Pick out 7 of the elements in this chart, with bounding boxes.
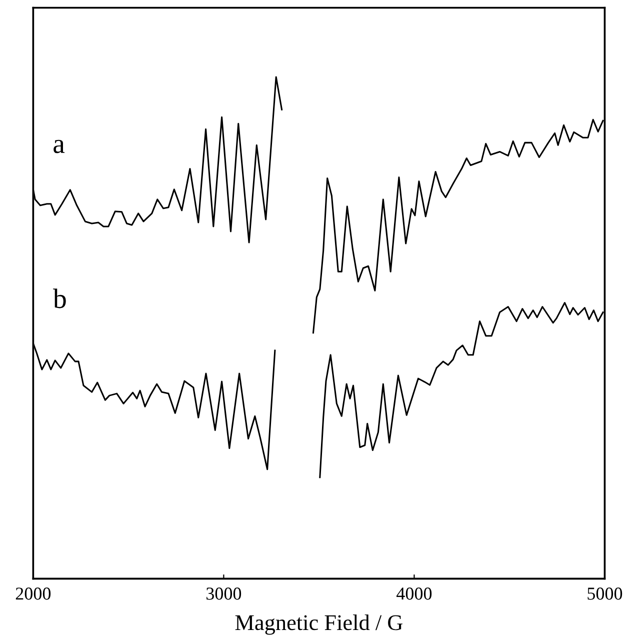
series-label: b [53,288,66,308]
x-tick-label: 3000 [206,588,242,600]
x-tick-label: 5000 [588,588,622,600]
x-axis-title: Magnetic Field / G [235,614,402,635]
x-tick-label: 2000 [16,588,51,600]
series-label: a [54,140,65,154]
x-tick-label: 4000 [396,588,432,600]
